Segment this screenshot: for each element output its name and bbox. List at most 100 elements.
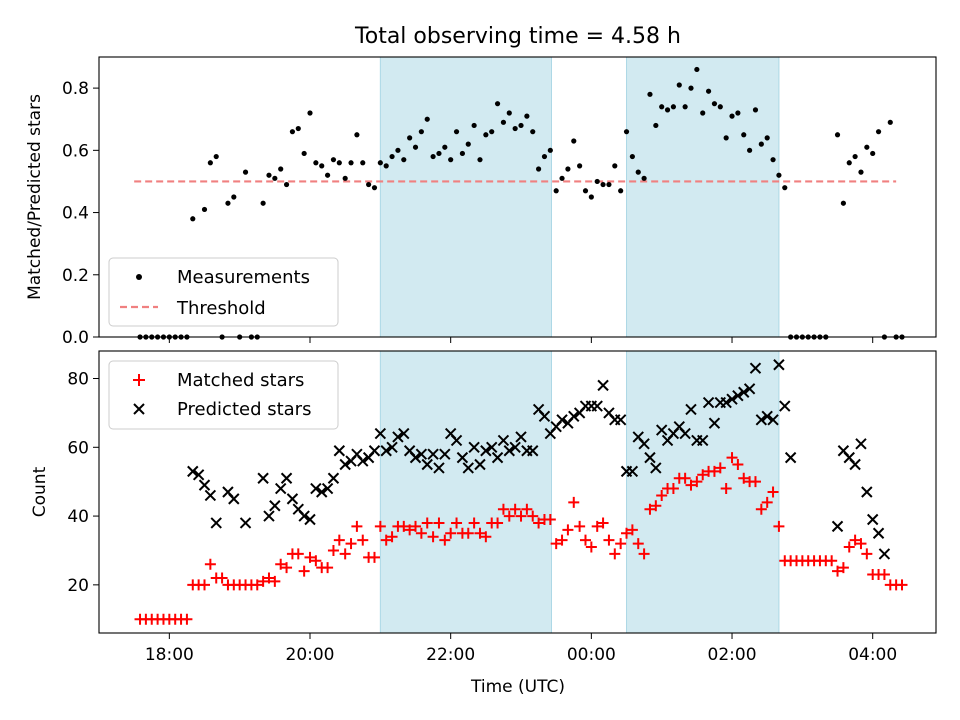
measurement-point bbox=[647, 91, 653, 97]
matched-star-point bbox=[515, 510, 527, 522]
measurement-point bbox=[840, 200, 846, 206]
predicted-star-point bbox=[784, 451, 797, 464]
top-panel: 0.00.20.40.60.8 Matched/Predicted stars … bbox=[25, 56, 937, 348]
predicted-star-point bbox=[421, 458, 433, 471]
measurement-point bbox=[565, 166, 571, 172]
x-tick-label: 00:00 bbox=[567, 645, 616, 665]
matched-star-point bbox=[339, 548, 351, 560]
predicted-star-point bbox=[316, 486, 328, 498]
measurement-point bbox=[283, 181, 290, 188]
measurement-point bbox=[295, 125, 301, 132]
top-y-tick-label: 0.0 bbox=[62, 328, 89, 348]
predicted-star-point bbox=[685, 403, 697, 416]
predicted-star-point bbox=[644, 451, 656, 464]
measurement-point bbox=[752, 107, 759, 113]
top-x-ticks bbox=[168, 337, 874, 343]
x-axis-label: Time (UTC) bbox=[470, 677, 565, 697]
matched-star-point bbox=[386, 531, 398, 543]
matched-star-point bbox=[691, 476, 703, 488]
predicted-star-point bbox=[767, 414, 779, 426]
matched-star-point bbox=[738, 472, 750, 484]
predicted-star-point bbox=[655, 424, 668, 436]
matched-star-point bbox=[480, 531, 492, 543]
matched-star-point bbox=[181, 613, 193, 625]
matched-star-point bbox=[445, 527, 457, 539]
matched-star-point bbox=[474, 527, 486, 539]
matched-star-point bbox=[667, 483, 679, 495]
predicted-star-point bbox=[368, 445, 381, 457]
predicted-star-point bbox=[450, 434, 463, 447]
matched-star-point bbox=[749, 476, 761, 488]
x-tick-label: 04:00 bbox=[848, 645, 897, 665]
measurement-point bbox=[360, 160, 366, 166]
top-shaded-band bbox=[626, 56, 780, 338]
matched-star-point bbox=[609, 548, 621, 560]
predicted-star-point bbox=[339, 458, 351, 471]
measurement-point bbox=[313, 160, 319, 166]
predicted-star-point bbox=[755, 414, 768, 426]
measurement-point bbox=[588, 194, 594, 200]
matched-star-point bbox=[327, 544, 339, 556]
measurement-point bbox=[582, 188, 589, 194]
matched-star-point bbox=[644, 503, 656, 515]
predicted-star-point bbox=[257, 472, 269, 484]
bottom-y-axis-label: Count bbox=[30, 466, 50, 517]
measurement-point bbox=[536, 166, 542, 172]
matched-star-point bbox=[521, 503, 533, 515]
matched-star-point bbox=[720, 483, 732, 495]
predicted-star-point bbox=[439, 448, 451, 460]
predicted-star-point bbox=[210, 517, 222, 529]
matched-star-point bbox=[527, 510, 539, 522]
measurement-point bbox=[301, 150, 307, 157]
measurement-point bbox=[407, 135, 413, 141]
measurement-point bbox=[272, 175, 278, 181]
measurement-point bbox=[448, 157, 454, 163]
matched-star-point bbox=[615, 538, 627, 550]
measurement-point bbox=[717, 104, 723, 110]
measurement-point bbox=[559, 175, 565, 181]
matched-star-point bbox=[861, 548, 873, 560]
measurement-point bbox=[330, 157, 337, 163]
matched-star-point bbox=[656, 489, 668, 501]
predicted-star-point bbox=[286, 493, 299, 505]
measurement-point bbox=[424, 116, 430, 122]
bottom-y-tick-label: 20 bbox=[67, 576, 89, 596]
bottom-shaded-band bbox=[626, 350, 780, 634]
matched-star-point bbox=[204, 558, 216, 570]
predicted-star-point bbox=[568, 410, 580, 423]
predicted-star-point bbox=[614, 414, 627, 426]
matched-star-point bbox=[404, 524, 416, 536]
predicted-star-point bbox=[497, 434, 510, 447]
predicted-star-point bbox=[509, 441, 521, 454]
top-y-tick-label: 0.2 bbox=[62, 266, 89, 286]
bottom-y-tick-label: 80 bbox=[67, 370, 89, 390]
measurement-point bbox=[664, 107, 671, 113]
predicted-star-point bbox=[708, 417, 721, 429]
top-y-tick-label: 0.6 bbox=[62, 141, 89, 161]
predicted-star-point bbox=[433, 462, 445, 474]
predicted-star-point bbox=[515, 431, 527, 443]
matched-star-point bbox=[843, 541, 855, 553]
measurement-point bbox=[477, 157, 483, 163]
measurement-point bbox=[354, 132, 360, 138]
predicted-star-point bbox=[679, 427, 691, 440]
predicted-star-point bbox=[743, 383, 756, 395]
bottom-legend-box bbox=[108, 360, 339, 430]
predicted-star-point bbox=[480, 445, 492, 457]
matched-star-point bbox=[415, 527, 427, 539]
predicted-star-point bbox=[228, 493, 240, 505]
matched-star-point bbox=[451, 517, 463, 529]
top-shaded-bands bbox=[379, 56, 780, 338]
matched-star-point bbox=[585, 541, 597, 553]
matched-star-point bbox=[556, 534, 568, 546]
predicted-star-point bbox=[538, 410, 551, 423]
measurement-point bbox=[600, 181, 606, 188]
measurement-point bbox=[547, 147, 553, 153]
predicted-star-point bbox=[527, 445, 539, 457]
matched-star-point bbox=[550, 538, 562, 550]
measurement-point bbox=[324, 172, 331, 178]
matched-star-point bbox=[767, 486, 779, 498]
measurement-point bbox=[764, 135, 770, 141]
matched-star-point bbox=[503, 510, 515, 522]
